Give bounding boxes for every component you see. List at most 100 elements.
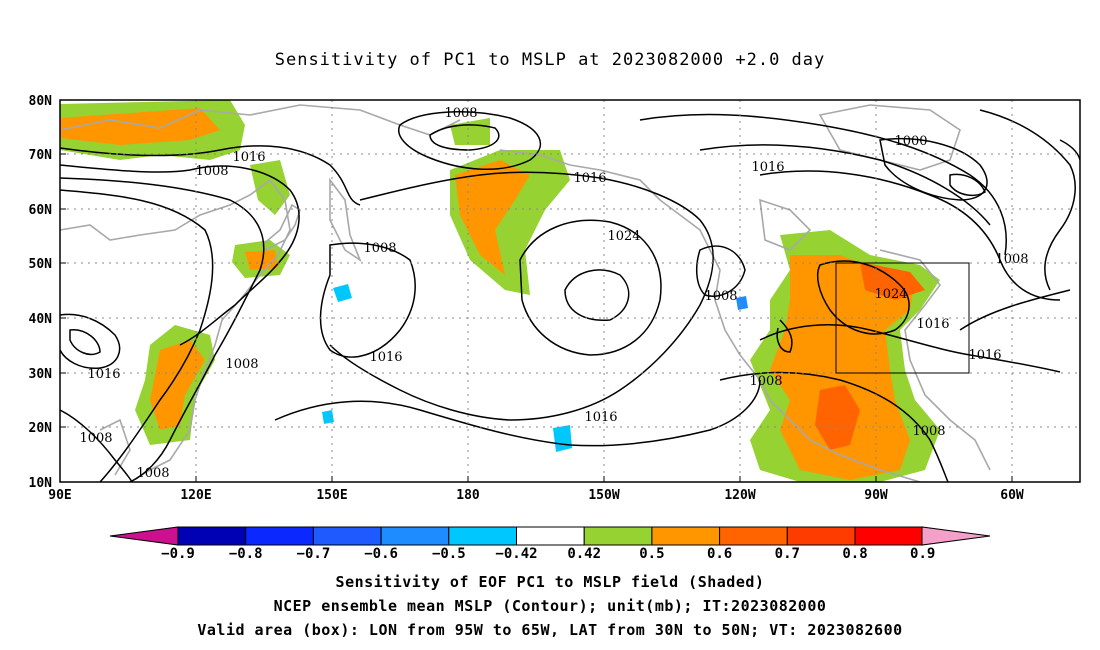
lon-label: 150E (316, 488, 347, 503)
shade-region-korea (250, 160, 290, 215)
contour-line (959, 289, 1071, 331)
lon-label: 60W (1000, 488, 1024, 503)
contour-label: 1008 (79, 431, 112, 446)
colorbar: −0.9 −0.8 −0.7 −0.6 −0.5 −0.42 0.42 0.5 0.6 0.7 0.… (109, 526, 991, 562)
lat-label: 60N (29, 203, 53, 218)
shade-region-north-atlantic-core (770, 255, 915, 480)
colorbar-box (312, 526, 382, 546)
contour-label: 1024 (874, 287, 907, 302)
colorbar-box (516, 526, 585, 546)
colorbar-label: −0.5 (432, 546, 466, 562)
colorbar-box (380, 526, 450, 546)
shade-region-neg-4 (322, 410, 334, 424)
caption-line-2: NCEP ensemble mean MSLP (Contour); unit(… (273, 597, 827, 615)
contour-line (719, 371, 949, 482)
contour-label: 1008 (363, 241, 396, 256)
contour-line (398, 111, 542, 171)
coast-hudson (759, 198, 812, 251)
contour-label: 1016 (573, 171, 606, 186)
coast-asia-north (60, 104, 461, 136)
contour-labels: 1008 1016 1008 1008 1016 1024 1016 1008 … (79, 106, 1028, 481)
contour-label: 1016 (369, 350, 402, 365)
valid-area-box (835, 262, 970, 374)
shade-region-gulf-core (815, 385, 860, 450)
contour-label: 1008 (995, 252, 1028, 267)
colorbar-label: 0.42 (567, 546, 601, 562)
shade-region-neg-3 (736, 296, 748, 310)
coast-alaska (499, 149, 921, 482)
contour-label: 1016 (232, 150, 265, 165)
colorbar-label: −0.42 (495, 546, 537, 562)
lat-label: 30N (29, 367, 53, 382)
colorbar-label: 0.5 (639, 546, 664, 562)
shade-region-china-core (150, 340, 205, 430)
coastlines (60, 104, 991, 482)
contour-label: 1008 (704, 289, 737, 304)
lat-label: 40N (29, 312, 53, 327)
lat-label: 70N (29, 148, 53, 163)
shade-region-nw-core (60, 108, 220, 145)
lat-label: 20N (29, 421, 53, 436)
coast-kamchatka (329, 177, 362, 263)
contour-label: 1008 (749, 374, 782, 389)
map-frame (59, 99, 1081, 483)
contour-label: 1016 (968, 348, 1001, 363)
contour-label: 1000 (894, 134, 927, 149)
colorbar-box (177, 526, 247, 546)
contour-line (319, 242, 416, 358)
shade-region-neg-1 (333, 284, 352, 302)
lat-lon-grid (60, 100, 1080, 482)
shade-region-bering-core (455, 160, 530, 275)
colorbar-label: 0.9 (910, 546, 935, 562)
contour-line (69, 329, 101, 356)
contour-line (60, 409, 133, 482)
colorbar-label: −0.8 (229, 546, 263, 562)
colorbar-box (448, 526, 517, 546)
contour-line (759, 324, 1061, 373)
lon-label: 150W (588, 488, 619, 503)
colorbar-label: 0.7 (775, 546, 800, 562)
contour-line (949, 173, 986, 197)
contour-line (60, 177, 265, 482)
lat-label: 80N (29, 94, 53, 109)
mslp-contours (60, 109, 1080, 482)
contour-line (60, 145, 361, 206)
lon-label: 90W (864, 488, 888, 503)
latitude-labels: 80N 70N 60N 50N 40N 30N 20N 10N (29, 94, 53, 491)
caption-line-3: Valid area (box): LON from 95W to 65W, L… (197, 621, 903, 639)
colorbar-label: 0.8 (842, 546, 867, 562)
contour-label: 1016 (916, 317, 949, 332)
contour-line (60, 189, 214, 482)
contour-label: 1016 (751, 160, 784, 175)
colorbar-label: 0.6 (707, 546, 732, 562)
lon-label: 120W (724, 488, 755, 503)
axis-ticks (59, 99, 1013, 483)
contour-line (776, 319, 793, 353)
colorbar-box (786, 526, 856, 546)
sensitivity-shading (60, 100, 940, 482)
coast-japan (260, 203, 301, 252)
contour-line (564, 269, 630, 321)
contour-line (639, 113, 1007, 256)
colorbar-labels: −0.9 −0.8 −0.7 −0.6 −0.5 −0.42 0.42 0.5 0.6 0.7 0.… (161, 546, 935, 562)
contour-line (817, 260, 910, 335)
contour-label: 1016 (584, 410, 617, 425)
colorbar-box (583, 526, 653, 546)
contour-line (695, 245, 746, 297)
caption-line-1: Sensitivity of EOF PC1 to MSLP field (Sh… (335, 573, 765, 591)
contour-label: 1008 (225, 357, 258, 372)
contour-label: 1008 (136, 466, 169, 481)
contour-line (519, 219, 662, 356)
shade-region-neg-2 (553, 425, 572, 452)
contour-line (329, 171, 714, 421)
colorbar-label: −0.9 (161, 546, 195, 562)
colorbar-box (651, 526, 721, 546)
coast-asia (60, 178, 291, 482)
colorbar-boxes (177, 526, 924, 546)
contour-line (60, 164, 300, 346)
colorbar-low-end (109, 526, 179, 546)
contour-label: 1008 (912, 424, 945, 439)
contour-line (759, 170, 1061, 301)
colorbar-box (719, 526, 788, 546)
